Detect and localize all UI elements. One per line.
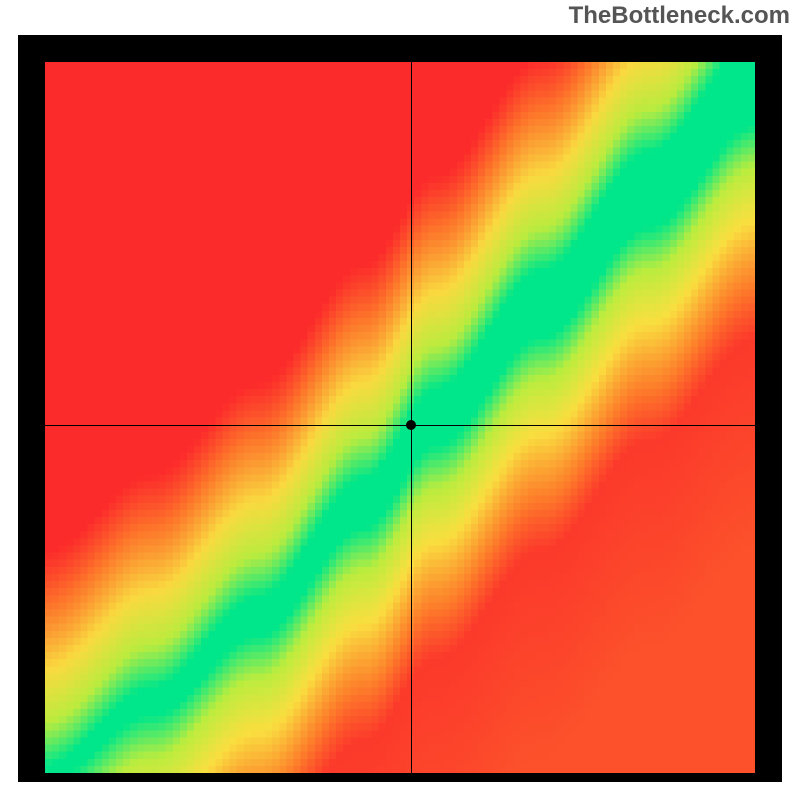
data-point-marker: [406, 420, 416, 430]
chart-container: TheBottleneck.com: [0, 0, 800, 800]
crosshair-vertical: [411, 62, 412, 773]
crosshair-horizontal: [45, 425, 755, 426]
bottleneck-heatmap: [45, 62, 755, 773]
watermark-text: TheBottleneck.com: [569, 2, 790, 30]
